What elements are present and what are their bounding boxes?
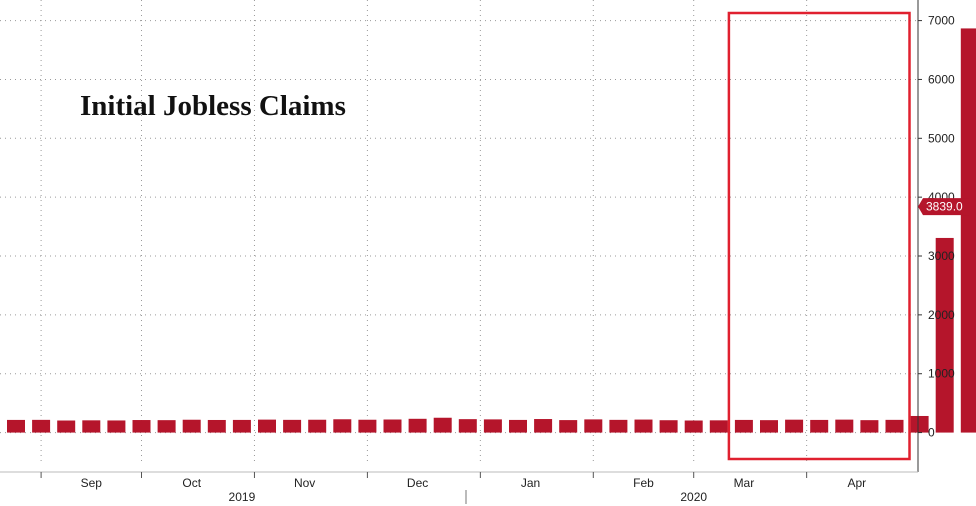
- ytick-label: 5000: [928, 131, 955, 145]
- bar: [609, 419, 628, 433]
- last-value-tag: [918, 198, 969, 216]
- xtick-label: Apr: [848, 476, 867, 490]
- bar: [483, 419, 502, 433]
- bar: [207, 419, 226, 433]
- last-value-label: 3839.0: [926, 200, 963, 214]
- bar: [32, 419, 51, 433]
- bar: [935, 237, 954, 433]
- bar: [433, 417, 452, 433]
- bar: [383, 419, 402, 433]
- bar: [960, 28, 976, 433]
- bar: [232, 419, 251, 433]
- bar: [157, 420, 176, 433]
- bar: [910, 415, 929, 433]
- highlight-rect: [727, 11, 911, 461]
- grid: [0, 0, 918, 462]
- bar: [283, 419, 302, 433]
- xtick-label: Dec: [407, 476, 428, 490]
- bar: [333, 419, 352, 433]
- bar: [584, 419, 603, 433]
- bar: [760, 420, 778, 433]
- xtick-label: Sep: [81, 476, 103, 490]
- bar: [308, 419, 327, 433]
- bar: [659, 420, 678, 433]
- bar: [7, 419, 25, 433]
- ytick-label: 7000: [928, 14, 955, 28]
- bar: [559, 420, 578, 433]
- bar: [82, 420, 101, 433]
- bar: [458, 419, 477, 433]
- xtick-label: Nov: [294, 476, 315, 490]
- bar: [885, 419, 904, 433]
- highlight-box: [727, 11, 911, 461]
- xtick-label: Oct: [182, 476, 201, 490]
- bar: [709, 420, 728, 433]
- xtick-label: Feb: [633, 476, 654, 490]
- xtick-label: Mar: [734, 476, 755, 490]
- bar: [810, 419, 829, 433]
- year-label: 2019: [229, 490, 256, 504]
- bars: [7, 28, 976, 433]
- xtick-label: Jan: [521, 476, 540, 490]
- bar: [734, 419, 753, 433]
- year-label: 2020: [680, 490, 707, 504]
- bar: [835, 419, 854, 433]
- ytick-label: 3000: [928, 249, 955, 263]
- bar: [182, 419, 201, 433]
- bar: [785, 419, 804, 433]
- ytick-label: 6000: [928, 72, 955, 86]
- bar: [860, 420, 879, 433]
- bar: [534, 419, 553, 433]
- bar: [358, 419, 377, 433]
- bar: [132, 420, 151, 433]
- ytick-label: 2000: [928, 308, 955, 322]
- bar: [258, 419, 276, 433]
- bar: [57, 420, 76, 433]
- bar: [408, 418, 427, 433]
- bar: [509, 419, 527, 433]
- chart-title: Initial Jobless Claims: [80, 90, 346, 122]
- ytick-label: 1000: [928, 367, 955, 381]
- bar: [634, 419, 653, 433]
- ytick-label: 0: [928, 426, 935, 440]
- bar: [684, 420, 703, 433]
- bar: [107, 420, 126, 433]
